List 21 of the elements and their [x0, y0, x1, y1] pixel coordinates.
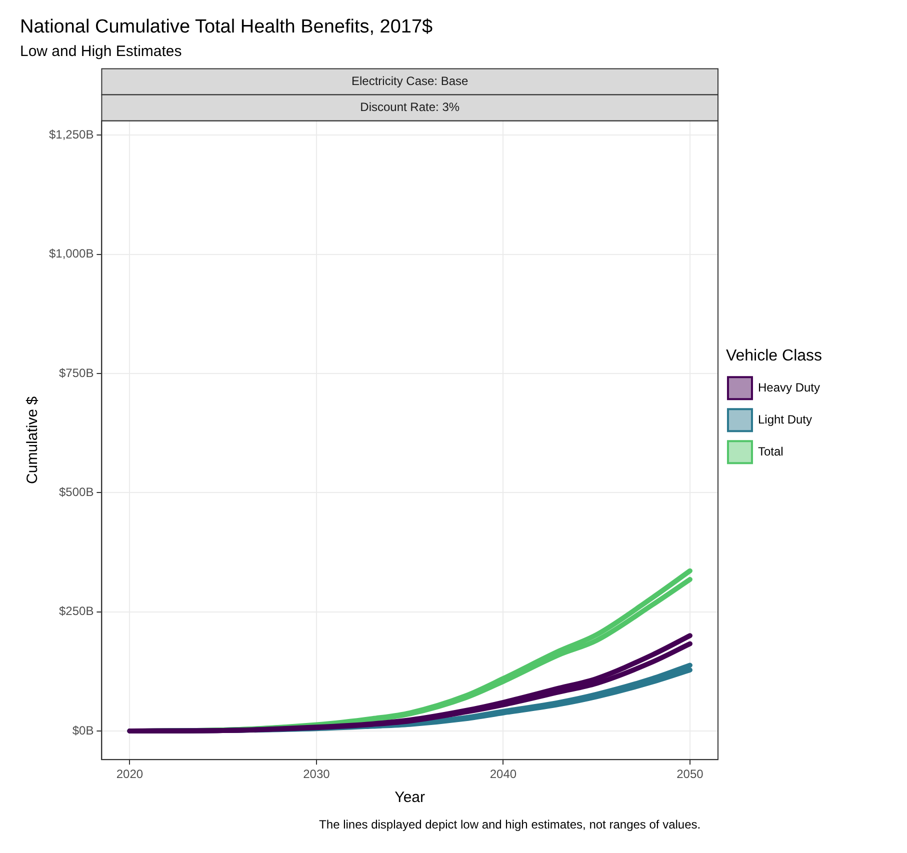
x-tick-label: 2030	[303, 767, 330, 782]
legend-label: Heavy Duty	[758, 380, 820, 394]
x-tick-label: 2020	[116, 767, 144, 782]
y-tick-label: $0B	[72, 723, 94, 738]
y-tick-label: $250B	[59, 604, 94, 618]
text: The lines displayed depict low and high estimates, not ranges of values.	[319, 817, 701, 832]
y-tick-label: $500B	[59, 484, 94, 499]
text: Discount Rate: 3%	[360, 100, 460, 114]
y-axis-title: Cumulative $	[24, 396, 42, 484]
y-tick-label: $750B	[59, 366, 94, 380]
x-axis-title: Year	[394, 789, 425, 806]
legend-label: Light Duty	[758, 412, 812, 426]
x-tick-label: 2040	[490, 767, 517, 782]
x-tick-label: 2050	[676, 767, 704, 782]
y-tick-label: $1,000B	[48, 246, 94, 261]
chart-title: National Cumulative Total Health Benefits, 2017$	[20, 16, 434, 38]
legend-label: Total	[758, 444, 784, 458]
chart-subtitle: Low and High Estimates	[20, 42, 182, 60]
text: Electricity Case: Base	[351, 74, 469, 88]
y-tick-label: $1,250B	[48, 127, 94, 142]
legend-title: Vehicle Class	[726, 347, 822, 364]
